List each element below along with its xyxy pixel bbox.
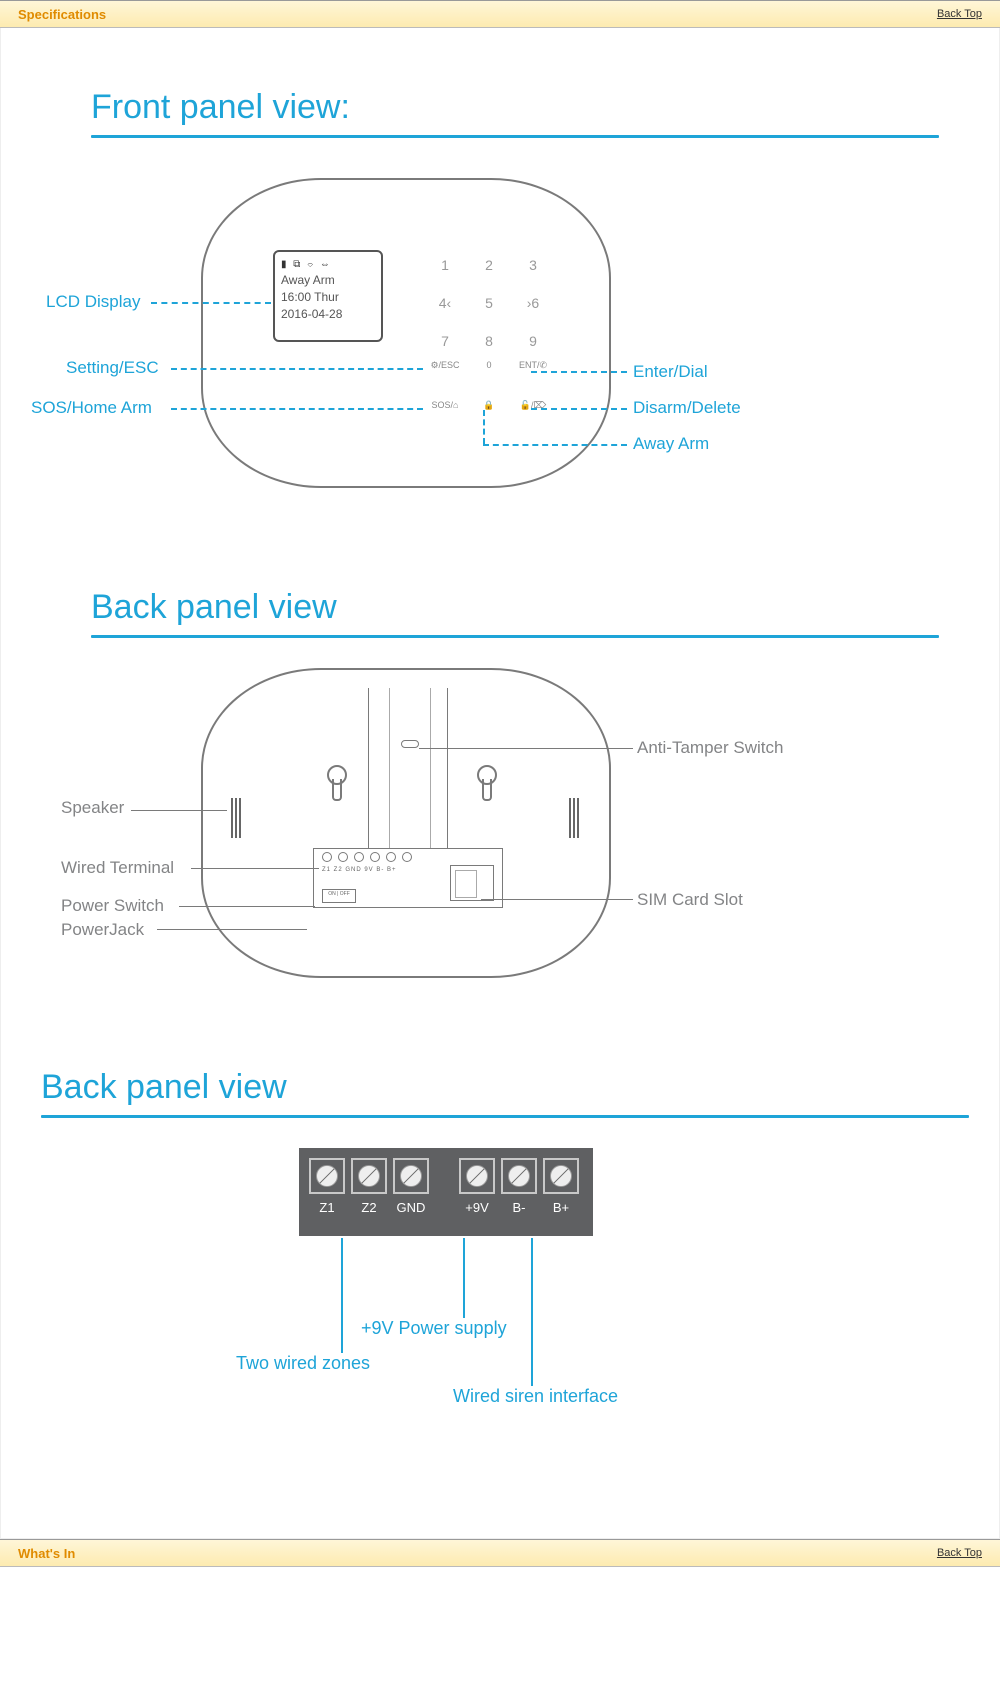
pcb-module: Z1 Z2 GND 9V B- B+ ON | OFF <box>313 848 503 908</box>
section-tab-specifications: Specifications Back Top <box>0 0 1000 28</box>
tab-title: What's In <box>18 1546 75 1561</box>
mount-hole-icon <box>323 765 347 801</box>
key: 1 <box>423 246 467 284</box>
leader-line <box>171 368 423 370</box>
back-panel-title: Back panel view <box>91 588 979 627</box>
fn-key-esc: ⚙/ESC <box>423 360 467 400</box>
leader-line <box>157 929 307 930</box>
terminal-label: Z1 <box>309 1200 345 1215</box>
leader-line <box>151 302 271 304</box>
terminal-title: Back panel view <box>41 1068 979 1107</box>
tamper-switch-icon <box>401 740 419 748</box>
key: 3 <box>511 246 555 284</box>
callout-away: Away Arm <box>633 434 709 454</box>
lcd-line: Away Arm <box>281 272 375 289</box>
leader-line <box>483 444 627 446</box>
terminal-cell <box>393 1158 429 1194</box>
terminal-screws-row <box>309 1158 583 1194</box>
callout-powerjack: PowerJack <box>61 920 144 940</box>
lcd-line: 16:00 Thur <box>281 289 375 306</box>
terminal-label: +9V <box>459 1200 495 1215</box>
back-top-link[interactable]: Back Top <box>937 8 982 20</box>
terminal-label: Z2 <box>351 1200 387 1215</box>
leader-line <box>131 810 227 811</box>
fn-key-zero: 0 <box>467 360 511 400</box>
fn-key-enter: ENT/✆ <box>511 360 555 400</box>
terminal-label: B+ <box>543 1200 579 1215</box>
terminal-cell <box>501 1158 537 1194</box>
lcd-line: 2016-04-28 <box>281 306 375 323</box>
keypad: 1 2 3 4‹ 5 ›6 7 8 9 <box>423 246 555 360</box>
tab-title: Specifications <box>18 7 106 22</box>
section-tab-whats-in: What's In Back Top <box>0 1539 1000 1567</box>
pcb-labels: Z1 Z2 GND 9V B- B+ <box>322 867 397 873</box>
device-outline-back: Z1 Z2 GND 9V B- B+ ON | OFF <box>201 668 611 978</box>
terminal-cell <box>309 1158 345 1194</box>
mount-hole-icon <box>473 765 497 801</box>
content-area: Front panel view: ▮ ⧉ ⌔ ⇔ Away Arm 16:00… <box>0 28 1000 1539</box>
leader-line <box>179 906 315 907</box>
callout-tamper: Anti-Tamper Switch <box>637 738 783 758</box>
key: 5 <box>467 284 511 322</box>
key: 9 <box>511 322 555 360</box>
key: ›6 <box>511 284 555 322</box>
terminal-cell <box>351 1158 387 1194</box>
key: 4‹ <box>423 284 467 322</box>
leader-line <box>531 1238 533 1386</box>
fn-key-disarm: 🔓/⌦ <box>511 400 555 440</box>
terminal-block: Z1 Z2 GND +9V B- B+ <box>299 1148 593 1236</box>
callout-9v: +9V Power supply <box>361 1318 507 1339</box>
back-ribs <box>368 688 448 848</box>
leader-line <box>171 408 423 410</box>
key: 8 <box>467 322 511 360</box>
callout-sim: SIM Card Slot <box>637 890 743 910</box>
lcd-status-icons: ▮ ⧉ ⌔ ⇔ <box>281 258 375 272</box>
sim-slot-icon <box>450 865 494 901</box>
leader-line <box>531 408 627 410</box>
leader-line <box>483 410 485 444</box>
speaker-icon <box>231 798 243 838</box>
leader-line <box>341 1238 343 1353</box>
fn-key-arm: 🔒 <box>467 400 511 440</box>
leader-line <box>463 1238 465 1318</box>
leader-line <box>481 899 633 900</box>
terminal-diagram: Z1 Z2 GND +9V B- B+ +9V Power supply Two… <box>21 1148 979 1498</box>
callout-terminal: Wired Terminal <box>61 858 174 878</box>
callout-siren: Wired siren interface <box>453 1386 618 1407</box>
lcd-display: ▮ ⧉ ⌔ ⇔ Away Arm 16:00 Thur 2016-04-28 <box>273 250 383 342</box>
speaker-icon <box>569 798 581 838</box>
terminal-cell <box>459 1158 495 1194</box>
front-panel-title: Front panel view: <box>91 88 979 127</box>
key: 2 <box>467 246 511 284</box>
key: 7 <box>423 322 467 360</box>
leader-line <box>191 868 319 869</box>
terminal-label: GND <box>393 1200 429 1215</box>
callout-power-sw: Power Switch <box>61 896 164 916</box>
callout-speaker: Speaker <box>61 798 124 818</box>
back-panel-diagram: Z1 Z2 GND 9V B- B+ ON | OFF Speaker Wire… <box>21 668 979 1028</box>
callout-sos: SOS/Home Arm <box>31 398 152 418</box>
fn-key-sos: SOS/⌂ <box>423 400 467 440</box>
callout-lcd: LCD Display <box>46 292 140 312</box>
callout-enter: Enter/Dial <box>633 362 708 382</box>
terminal-cell <box>543 1158 579 1194</box>
divider <box>41 1115 969 1118</box>
divider <box>91 135 939 138</box>
front-panel-diagram: ▮ ⧉ ⌔ ⇔ Away Arm 16:00 Thur 2016-04-28 1… <box>21 178 979 578</box>
power-switch-icon: ON | OFF <box>322 889 356 903</box>
callout-esc: Setting/ESC <box>66 358 159 378</box>
callout-zones: Two wired zones <box>236 1353 370 1374</box>
back-top-link[interactable]: Back Top <box>937 1547 982 1559</box>
device-outline-front: ▮ ⧉ ⌔ ⇔ Away Arm 16:00 Thur 2016-04-28 1… <box>201 178 611 488</box>
terminal-labels-row: Z1 Z2 GND +9V B- B+ <box>309 1194 583 1215</box>
terminal-label: B- <box>501 1200 537 1215</box>
callout-disarm: Disarm/Delete <box>633 398 741 418</box>
divider <box>91 635 939 638</box>
leader-line <box>531 371 627 373</box>
leader-line <box>419 748 633 749</box>
